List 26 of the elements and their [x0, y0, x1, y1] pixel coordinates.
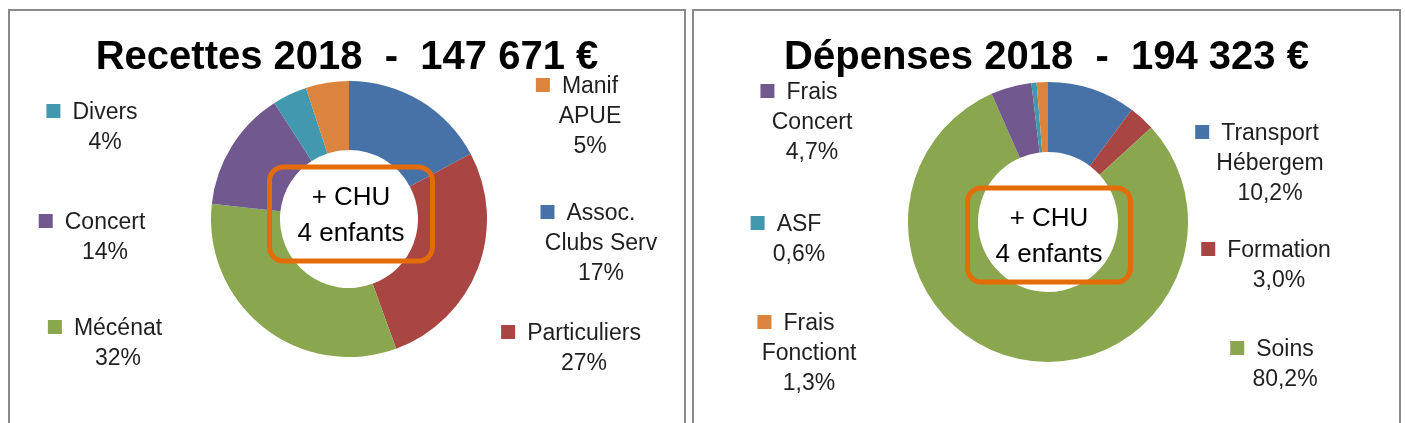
legend-label: Concert [64, 208, 146, 234]
data-label: 17% [577, 259, 625, 285]
legend-label: Soins [1256, 335, 1314, 361]
data-label: 10,2% [1237, 179, 1303, 205]
data-label: 4% [88, 128, 122, 154]
legend-label: Particuliers [527, 319, 641, 345]
data-label: 1,3% [782, 369, 836, 395]
data-label: 4,7% [785, 138, 839, 164]
data-label: 14% [81, 238, 129, 264]
legend-label: Frais Concert [771, 78, 853, 134]
data-label: 80,2% [1252, 365, 1318, 391]
chart-title: Dépenses 2018 - 194 323 € [784, 33, 1309, 77]
legend-label: Assoc. Clubs Serv [544, 199, 658, 255]
text: + CHU 4 enfants [297, 181, 405, 247]
text: + CHU 4 enfants [995, 202, 1103, 268]
data-label: 27% [560, 349, 608, 375]
data-label: 32% [94, 344, 142, 370]
data-label: 3,0% [1252, 266, 1306, 292]
legend-label: Mécénat [73, 314, 163, 340]
data-label: 5% [573, 132, 607, 158]
legend-label: ASF [776, 210, 822, 236]
legend-label: Frais Fonctiont [761, 309, 857, 365]
legend-label: Transport Hébergem [1216, 119, 1324, 175]
legend-label: Formation [1227, 236, 1331, 262]
data-label: 0,6% [772, 240, 826, 266]
legend-label: Divers [72, 98, 138, 124]
